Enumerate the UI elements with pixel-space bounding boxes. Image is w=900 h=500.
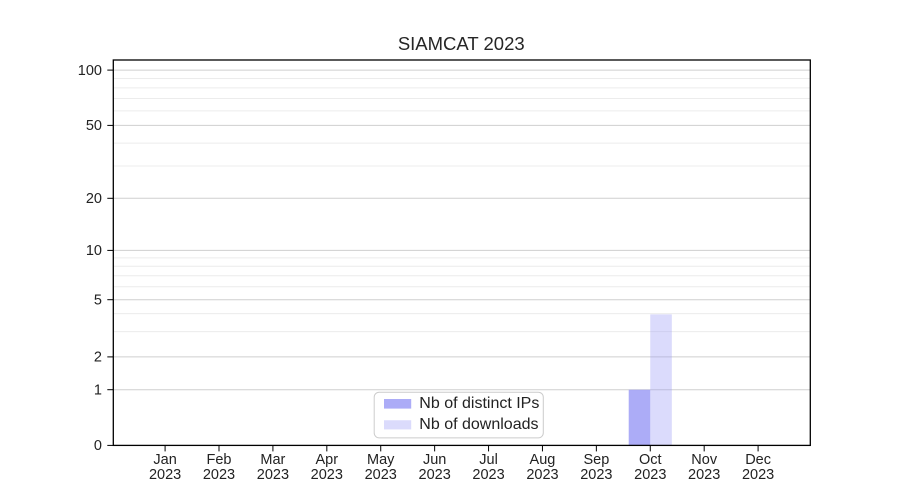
svg-text:Apr: Apr <box>316 452 339 468</box>
svg-text:2023: 2023 <box>526 467 558 483</box>
svg-text:Oct: Oct <box>639 452 662 468</box>
svg-text:2023: 2023 <box>419 467 451 483</box>
svg-text:2023: 2023 <box>257 467 289 483</box>
svg-text:2023: 2023 <box>472 467 504 483</box>
svg-text:2023: 2023 <box>365 467 397 483</box>
svg-text:100: 100 <box>78 63 102 79</box>
svg-text:Nb of downloads: Nb of downloads <box>419 416 538 433</box>
svg-text:2023: 2023 <box>742 467 774 483</box>
svg-text:10: 10 <box>86 243 102 259</box>
svg-text:5: 5 <box>94 292 102 308</box>
svg-text:50: 50 <box>86 118 102 134</box>
svg-text:Jun: Jun <box>423 452 446 468</box>
svg-text:2023: 2023 <box>580 467 612 483</box>
svg-text:2: 2 <box>94 350 102 366</box>
svg-text:SIAMCAT 2023: SIAMCAT 2023 <box>398 33 525 54</box>
svg-text:Nov: Nov <box>691 452 718 468</box>
svg-text:2023: 2023 <box>311 467 343 483</box>
svg-text:May: May <box>367 452 395 468</box>
svg-text:Mar: Mar <box>260 452 285 468</box>
svg-text:Jan: Jan <box>153 452 176 468</box>
svg-text:Feb: Feb <box>207 452 232 468</box>
svg-text:Jul: Jul <box>479 452 498 468</box>
svg-text:Dec: Dec <box>745 452 771 468</box>
svg-text:1: 1 <box>94 382 102 398</box>
svg-text:2023: 2023 <box>634 467 666 483</box>
svg-text:Sep: Sep <box>583 452 609 468</box>
svg-text:2023: 2023 <box>203 467 235 483</box>
svg-text:0: 0 <box>94 438 102 454</box>
svg-text:20: 20 <box>86 191 102 207</box>
svg-text:Nb of distinct IPs: Nb of distinct IPs <box>419 395 539 412</box>
svg-text:2023: 2023 <box>149 467 181 483</box>
svg-text:Aug: Aug <box>530 452 556 468</box>
svg-text:2023: 2023 <box>688 467 720 483</box>
